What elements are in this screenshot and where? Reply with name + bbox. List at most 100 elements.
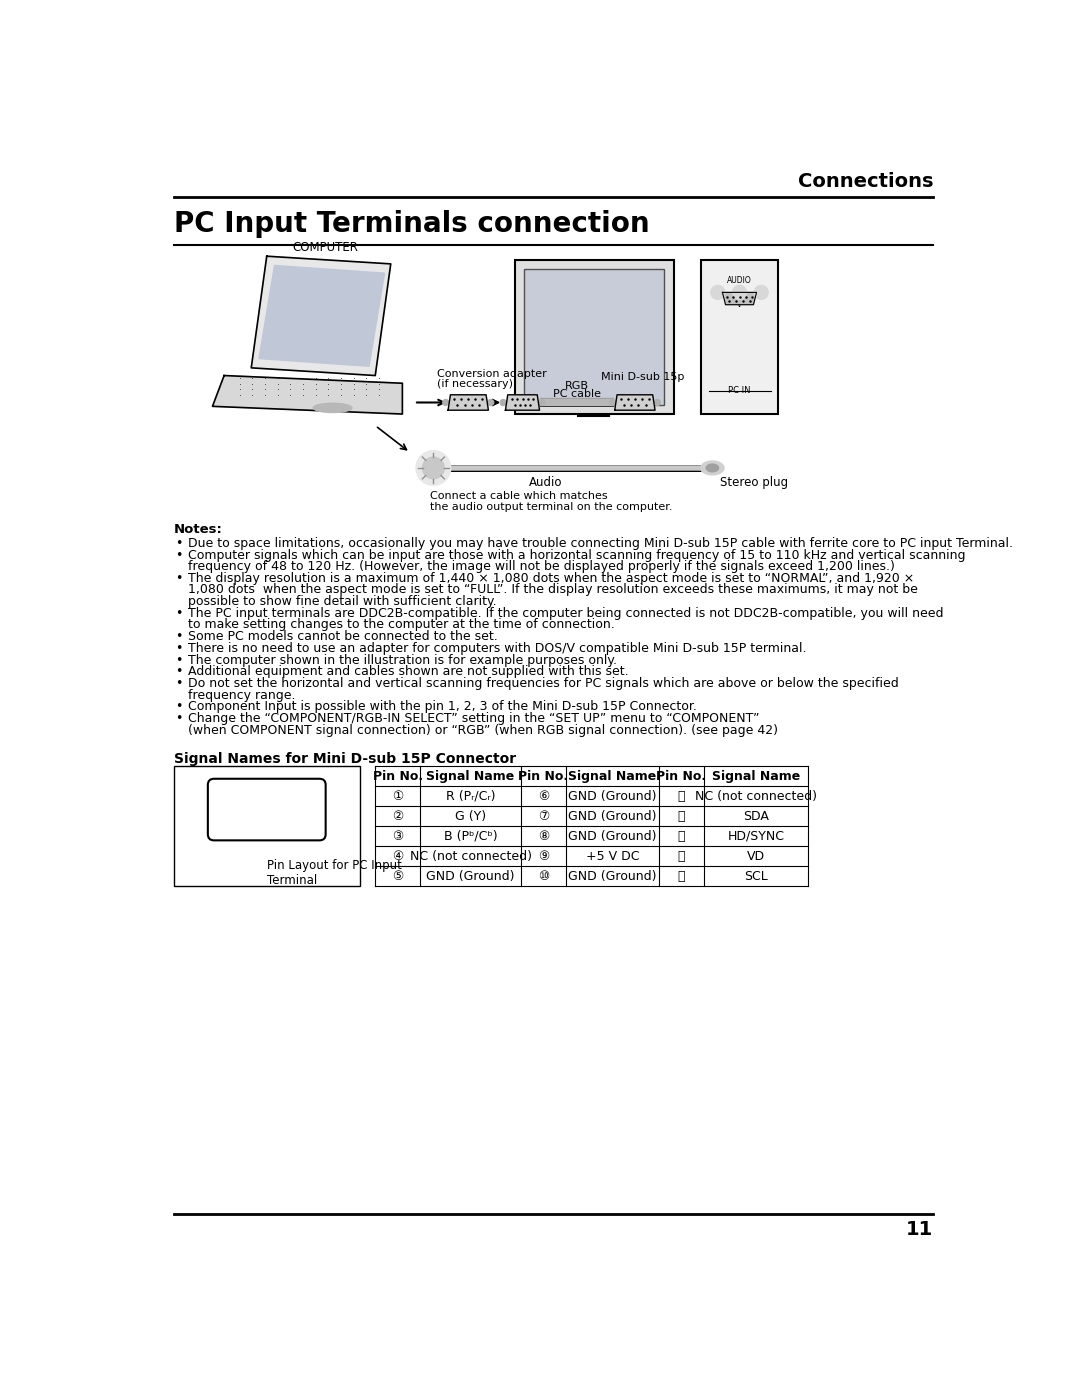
Text: ④: ④ (392, 849, 403, 863)
Text: HD/SYNC: HD/SYNC (728, 830, 785, 842)
Circle shape (240, 788, 255, 803)
Text: Notes:: Notes: (174, 524, 222, 536)
Text: GND (Ground): GND (Ground) (568, 789, 657, 803)
Circle shape (224, 802, 239, 817)
Text: ⑮: ⑮ (677, 870, 685, 883)
Circle shape (259, 816, 274, 831)
FancyBboxPatch shape (524, 270, 664, 405)
Circle shape (711, 285, 725, 299)
Text: Pin Layout for PC Input
Terminal: Pin Layout for PC Input Terminal (267, 859, 402, 887)
Text: •: • (175, 654, 183, 666)
Circle shape (416, 451, 450, 485)
Text: the audio output terminal on the computer.: the audio output terminal on the compute… (430, 502, 672, 511)
Circle shape (500, 400, 507, 405)
Circle shape (259, 788, 274, 803)
Text: Component Input is possible with the pin 1, 2, 3 of the Mini D-sub 15P Connector: Component Input is possible with the pin… (188, 700, 697, 714)
Text: ②: ② (282, 791, 291, 800)
Text: ⑤: ⑤ (224, 791, 232, 800)
Circle shape (275, 816, 291, 831)
Text: Do not set the horizontal and vertical scanning frequencies for PC signals which: Do not set the horizontal and vertical s… (188, 678, 899, 690)
Text: •: • (175, 665, 183, 679)
Text: Audio: Audio (529, 475, 563, 489)
Circle shape (279, 788, 294, 803)
Text: ⑫: ⑫ (677, 810, 685, 823)
Text: Additional equipment and cables shown are not supplied with this set.: Additional equipment and cables shown ar… (188, 665, 629, 679)
Text: PC Input Terminals connection: PC Input Terminals connection (174, 210, 649, 237)
Text: ⑪: ⑪ (677, 789, 685, 803)
Text: AUDIO: AUDIO (727, 277, 752, 285)
Text: ⑩: ⑩ (538, 870, 549, 883)
Text: Computer signals which can be input are those with a horizontal scanning frequen: Computer signals which can be input are … (188, 549, 966, 562)
Circle shape (259, 802, 274, 817)
Text: ⑧: ⑧ (262, 805, 271, 814)
Ellipse shape (701, 461, 724, 475)
Text: frequency of 48 to 120 Hz. (However, the image will not be displayed properly if: frequency of 48 to 120 Hz. (However, the… (188, 560, 894, 573)
Text: The display resolution is a maximum of 1,440 × 1,080 dots when the aspect mode i: The display resolution is a maximum of 1… (188, 573, 914, 585)
Circle shape (654, 400, 661, 405)
FancyBboxPatch shape (515, 260, 674, 414)
Text: ⑤: ⑤ (392, 870, 403, 883)
Text: ③: ③ (262, 791, 271, 800)
Circle shape (422, 457, 444, 479)
Circle shape (295, 802, 310, 817)
Text: Some PC models cannot be connected to the set.: Some PC models cannot be connected to th… (188, 630, 498, 643)
Text: 1,080 dots  when the aspect mode is set to “FULL”. If the display resolution exc: 1,080 dots when the aspect mode is set t… (188, 584, 918, 597)
Text: •: • (175, 700, 183, 714)
FancyBboxPatch shape (207, 778, 326, 841)
Text: Signal Name: Signal Name (427, 770, 515, 782)
Text: 11: 11 (906, 1220, 933, 1239)
FancyBboxPatch shape (174, 767, 360, 887)
Text: There is no need to use an adapter for computers with DOS/V compatible Mini D-su: There is no need to use an adapter for c… (188, 641, 806, 655)
Text: Pin No.: Pin No. (657, 770, 706, 782)
Text: Signal Name: Signal Name (712, 770, 800, 782)
Polygon shape (259, 265, 384, 366)
Text: ⑨: ⑨ (538, 849, 549, 863)
Text: The PC input terminals are DDC2B-compatible. If the computer being connected is : The PC input terminals are DDC2B-compati… (188, 606, 943, 619)
Text: ③: ③ (392, 830, 403, 842)
Text: R (Pᵣ/Cᵣ): R (Pᵣ/Cᵣ) (446, 789, 496, 803)
Text: frequency range.: frequency range. (188, 689, 295, 701)
Text: Due to space limitations, occasionally you may have trouble connecting Mini D-su: Due to space limitations, occasionally y… (188, 538, 1013, 550)
Text: •: • (175, 712, 183, 725)
Ellipse shape (706, 464, 718, 472)
Text: Connect a cable which matches: Connect a cable which matches (430, 490, 607, 502)
Text: ②: ② (392, 810, 403, 823)
Circle shape (220, 788, 235, 803)
Text: PC cable: PC cable (553, 388, 600, 398)
Text: •: • (175, 549, 183, 562)
Text: (if necessary): (if necessary) (437, 379, 513, 388)
Text: NC (not connected): NC (not connected) (409, 849, 531, 863)
Polygon shape (615, 395, 656, 411)
Text: SDA: SDA (743, 810, 769, 823)
Text: B (Pᵇ/Cᵇ): B (Pᵇ/Cᵇ) (444, 830, 498, 842)
Text: Pin No.: Pin No. (518, 770, 568, 782)
Text: RGB: RGB (565, 381, 589, 391)
Circle shape (488, 400, 494, 405)
Ellipse shape (313, 404, 352, 412)
Circle shape (298, 788, 313, 803)
Text: •: • (175, 641, 183, 655)
Text: G (Y): G (Y) (455, 810, 486, 823)
Text: COMPUTER: COMPUTER (292, 240, 357, 254)
Text: ⑥: ⑥ (538, 789, 549, 803)
Text: ⑮: ⑮ (231, 819, 238, 828)
Text: ⑩: ⑩ (227, 805, 235, 814)
Text: to make setting changes to the computer at the time of connection.: to make setting changes to the computer … (188, 617, 615, 630)
Circle shape (276, 802, 293, 817)
Polygon shape (723, 292, 757, 305)
Circle shape (241, 802, 257, 817)
Text: ⑨: ⑨ (244, 805, 254, 814)
Text: SCL: SCL (744, 870, 768, 883)
Text: ①: ① (392, 789, 403, 803)
FancyBboxPatch shape (701, 260, 779, 414)
Text: ⑬: ⑬ (264, 819, 270, 828)
Circle shape (754, 285, 768, 299)
Text: GND (Ground): GND (Ground) (568, 870, 657, 883)
Text: ⑥: ⑥ (298, 805, 307, 814)
Circle shape (609, 400, 616, 405)
Circle shape (443, 400, 449, 405)
Text: +5 V DC: +5 V DC (585, 849, 639, 863)
Text: Connections: Connections (798, 172, 933, 191)
Text: GND (Ground): GND (Ground) (568, 830, 657, 842)
Text: PC IN: PC IN (728, 386, 751, 395)
